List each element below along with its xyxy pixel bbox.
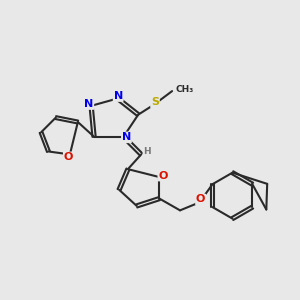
Text: N: N bbox=[114, 91, 123, 101]
Text: N: N bbox=[122, 132, 131, 142]
Text: N: N bbox=[84, 99, 93, 109]
Text: O: O bbox=[196, 194, 205, 205]
Text: O: O bbox=[158, 171, 168, 181]
Text: CH₃: CH₃ bbox=[175, 85, 193, 94]
Text: H: H bbox=[143, 147, 151, 156]
Text: S: S bbox=[151, 97, 159, 107]
Text: O: O bbox=[64, 152, 73, 162]
